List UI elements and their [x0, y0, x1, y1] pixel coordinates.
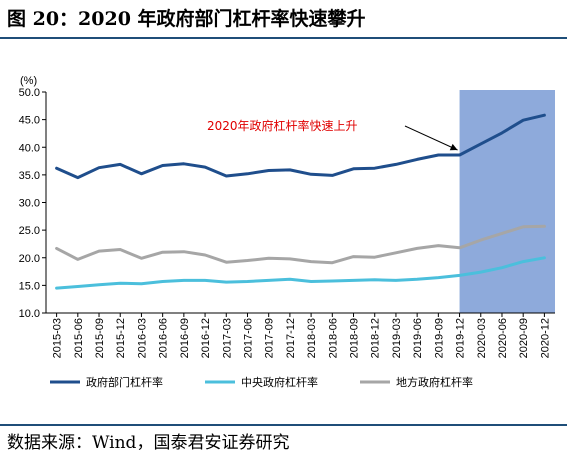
x-tick-label: 2016-12 — [200, 318, 212, 358]
x-tick-label: 2015-09 — [94, 318, 106, 358]
y-tick-label: 30.0 — [19, 198, 40, 210]
y-tick-label: 20.0 — [19, 253, 40, 265]
x-tick-label: 2020-09 — [518, 318, 530, 358]
y-tick-label: 45.0 — [19, 115, 40, 127]
x-tick-label: 2019-09 — [433, 318, 445, 358]
y-tick-label: 25.0 — [19, 225, 40, 237]
x-tick-label: 2017-09 — [264, 318, 276, 358]
legend-label-3: 地方政府杠杆率 — [396, 375, 473, 389]
series-line-2 — [55, 256, 546, 290]
figure-title: 图 20：2020 年政府部门杠杆率快速攀升 — [7, 8, 366, 30]
annotation-layer: 2020年政府杠杆率快速上升 — [207, 118, 458, 151]
x-tick-label: 2015-06 — [73, 318, 85, 358]
x-tick-label: 2019-03 — [391, 318, 403, 358]
x-tick-label: 2015-12 — [115, 318, 127, 358]
annotation-arrow — [404, 125, 458, 151]
y-tick-label: 10.0 — [19, 308, 40, 320]
legend: 政府部门杠杆率 中央政府杠杆率 地方政府杠杆率 — [50, 375, 473, 389]
x-tick-label: 2020-03 — [476, 318, 488, 358]
y-unit-label: (%) — [20, 75, 37, 87]
x-tick-label: 2015-03 — [52, 318, 64, 358]
annotation-text: 2020年政府杠杆率快速上升 — [207, 118, 358, 133]
x-tick-label: 2020-06 — [497, 318, 509, 358]
legend-label-1: 政府部门杠杆率 — [86, 375, 163, 389]
highlight-region — [459, 90, 555, 313]
x-tick-label: 2016-03 — [136, 318, 148, 358]
x-tick-label: 2017-12 — [285, 318, 297, 358]
x-tick-label: 2017-06 — [242, 318, 254, 358]
x-tick-label: 2017-03 — [221, 318, 233, 358]
y-tick-label: 35.0 — [19, 170, 40, 182]
y-tick-label: 40.0 — [19, 142, 40, 154]
annotation-arrowhead — [449, 143, 458, 151]
x-tick-label: 2018-09 — [349, 318, 361, 358]
source-note: 数据来源：Wind，国泰君安证券研究 — [7, 433, 290, 453]
x-tick-label: 2018-03 — [306, 318, 318, 358]
x-tick-label: 2019-06 — [412, 318, 424, 358]
series-layer — [55, 113, 546, 290]
source-divider — [0, 424, 567, 426]
x-tick-label: 2016-09 — [179, 318, 191, 358]
x-tick-label: 2020-12 — [539, 318, 551, 358]
title-divider — [0, 37, 567, 39]
legend-label-2: 中央政府杠杆率 — [241, 375, 318, 389]
y-tick-label: 15.0 — [19, 280, 40, 292]
y-tick-label: 50.0 — [19, 87, 40, 99]
line-chart: 10.0 15.0 20.0 25.0 30.0 35.0 40.0 45.0 50.0(%) 2… — [19, 75, 555, 389]
axes-layer: 10.0 15.0 20.0 25.0 30.0 35.0 40.0 45.0 50.0(%) 2… — [19, 75, 555, 358]
x-tick-label: 2018-06 — [327, 318, 339, 358]
highlight-region-layer — [459, 90, 555, 313]
x-tick-label: 2019-12 — [455, 318, 467, 358]
series-line-1 — [55, 113, 546, 180]
series-line-3 — [55, 224, 546, 265]
x-tick-label: 2016-06 — [158, 318, 170, 358]
x-tick-label: 2018-12 — [370, 318, 382, 358]
